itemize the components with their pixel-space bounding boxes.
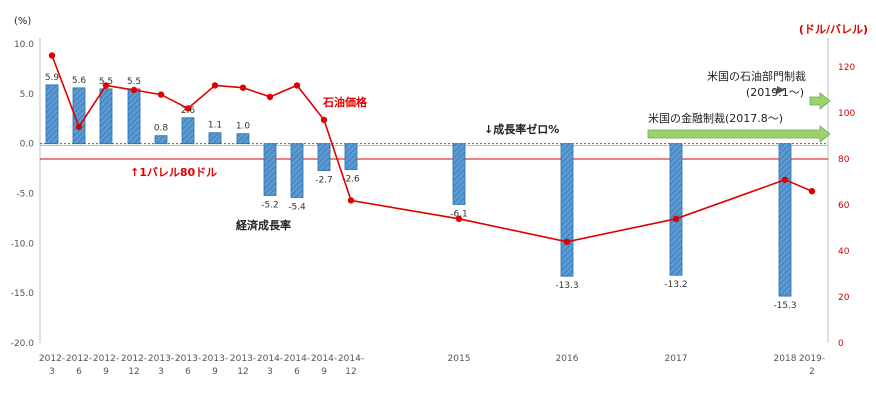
- growth-bar: [127, 88, 141, 145]
- axes: 10.0 5.0 0.0 -5.0 -10.0 -15.0 -20.0 120 100 80 60 4…: [11, 16, 868, 377]
- right-axis-unit: (ドル/バレル): [799, 23, 868, 36]
- left-axis-unit: (%): [14, 16, 31, 27]
- x-tick-label: 2017: [665, 354, 688, 364]
- oil-price-point: [184, 105, 192, 112]
- oil-price-point: [455, 215, 463, 222]
- right-tick-label: 80: [838, 155, 850, 165]
- oil-price-point: [266, 93, 274, 101]
- x-tick-label: 2013-6: [175, 354, 201, 377]
- oil-price-point: [102, 82, 110, 89]
- sanction-oil-label-2: (2019.1～): [746, 86, 804, 99]
- oil-price-point: [320, 116, 328, 124]
- growth-data-label: 1.1: [208, 121, 222, 131]
- x-tick-label: 2012-9: [93, 354, 119, 377]
- oil-price-polyline: [51, 55, 813, 243]
- growth-bar: [99, 88, 113, 145]
- growth-bar: [208, 132, 222, 145]
- sanction-finance-arrow: [647, 125, 831, 143]
- growth-data-label: 2.6: [181, 106, 196, 116]
- growth-bar: [560, 143, 574, 277]
- growth-data-label: -5.4: [288, 202, 306, 212]
- zero-line-label: ↓成長率ゼロ%: [484, 122, 559, 136]
- x-tick-label: 2014-9: [311, 354, 337, 377]
- growth-data-label: -15.3: [773, 301, 796, 311]
- growth-data-label: 5.5: [127, 77, 141, 87]
- growth-bar: [154, 135, 168, 145]
- growth-bar: [72, 87, 86, 145]
- sanction-oil-arrow: [809, 92, 831, 110]
- oil-price-point: [293, 82, 301, 89]
- oil-series-label: 石油価格: [322, 95, 368, 109]
- left-tick-label: 10.0: [14, 40, 34, 50]
- growth-bar: [778, 143, 792, 297]
- oil-price-point: [130, 86, 138, 94]
- x-tick-label: 2013-3: [148, 354, 174, 377]
- data-labels: 5.9 5.6 5.5 5.5 0.8 2.6 1.1 1.0 -5.2 -5.4 -2.7 -2.6…: [45, 73, 797, 311]
- growth-data-label: 5.9: [45, 73, 60, 83]
- right-tick-label: 100: [838, 109, 855, 119]
- growth-data-label: -6.1: [450, 209, 468, 219]
- oil-price-point: [347, 197, 355, 204]
- oil-price-point: [239, 84, 247, 91]
- x-tick-label: 2014-12: [338, 354, 364, 377]
- growth-data-label: 1.0: [236, 122, 251, 132]
- x-tick-label: 2012-12: [121, 354, 147, 377]
- x-tick-label: 2014-6: [284, 354, 310, 377]
- oil-price-point: [808, 188, 816, 195]
- growth-bar: [181, 117, 195, 145]
- x-tick-label: 2019-2: [799, 354, 825, 377]
- left-tick-label: 5.0: [20, 90, 35, 100]
- x-tick-label: 2018: [774, 354, 797, 364]
- growth-bar: [669, 143, 683, 276]
- x-tick-label: 2013-9: [202, 354, 228, 377]
- oil-price-line: [48, 52, 816, 245]
- oil-price-point: [563, 238, 571, 245]
- sanction-oil-label-1: 米国の石油部門制裁: [707, 69, 806, 83]
- growth-bar: [452, 143, 466, 205]
- growth-bar: [236, 133, 250, 145]
- growth-data-label: 5.5: [99, 77, 113, 87]
- oil-price-point: [48, 52, 56, 59]
- reference-line-label: ↑1バレル80ドル: [130, 166, 217, 179]
- growth-data-label: -2.7: [315, 176, 333, 186]
- right-tick-label: 20: [838, 293, 850, 303]
- left-tick-label: -20.0: [11, 339, 35, 349]
- x-tick-label: 2012-3: [39, 354, 65, 377]
- annotations: 経済成長率 石油価格 ↑1バレル80ドル ↓成長率ゼロ% 米国の石油部門制裁 (2019.…: [130, 69, 831, 232]
- left-tick-label: -10.0: [11, 239, 35, 249]
- oil-price-point: [157, 91, 165, 98]
- growth-bars: [45, 84, 792, 297]
- growth-series-label: 経済成長率: [236, 218, 291, 232]
- x-tick-label: 2015: [448, 354, 471, 364]
- right-tick-label: 120: [838, 63, 855, 73]
- growth-data-label: 0.8: [154, 124, 169, 134]
- right-tick-label: 60: [838, 201, 850, 211]
- x-tick-label: 2014-3: [257, 354, 283, 377]
- growth-data-label: -2.6: [342, 175, 360, 185]
- growth-bar: [290, 143, 304, 198]
- right-tick-label: 40: [838, 247, 850, 257]
- growth-bar: [317, 143, 331, 171]
- growth-data-label: -13.2: [664, 280, 687, 290]
- oil-price-point: [672, 215, 680, 222]
- left-tick-label: -5.0: [16, 190, 34, 200]
- sanction-finance-label: 米国の金融制裁(2017.8～): [648, 111, 783, 125]
- x-tick-label: 2012-6: [66, 354, 92, 377]
- growth-bar: [263, 143, 277, 196]
- growth-data-label: 5.6: [72, 76, 87, 86]
- growth-data-label: -5.2: [261, 200, 279, 210]
- oil-price-point: [781, 176, 789, 183]
- growth-bar: [344, 143, 358, 170]
- left-tick-label: -15.0: [11, 289, 35, 299]
- right-tick-label: 0: [838, 339, 844, 349]
- left-tick-label: 0.0: [20, 140, 35, 150]
- x-tick-label: 2016: [556, 354, 579, 364]
- oil-price-point: [75, 123, 83, 130]
- x-tick-label: 2013-12: [230, 354, 256, 377]
- oil-price-point: [211, 82, 219, 89]
- growth-data-label: -13.3: [555, 281, 578, 291]
- growth-bar: [45, 84, 59, 145]
